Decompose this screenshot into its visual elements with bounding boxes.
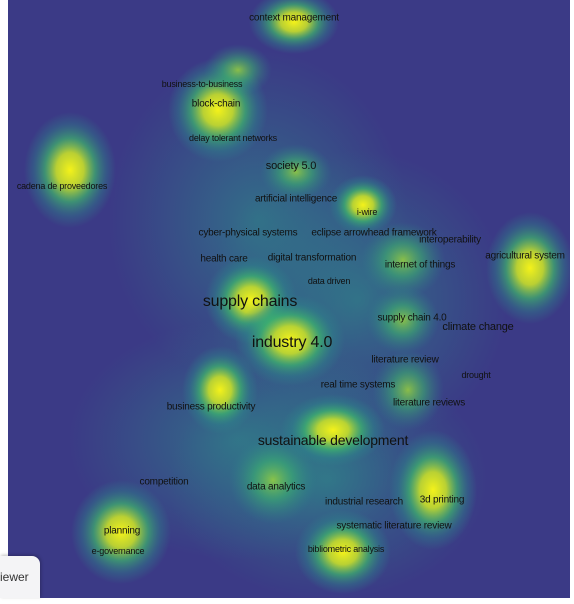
density-blob — [24, 112, 116, 228]
viewer-tab-label: iewer — [0, 570, 29, 584]
term-i-wire[interactable]: i-wire — [356, 207, 378, 217]
density-blob — [361, 222, 445, 298]
term-business-productivity[interactable]: business productivity — [166, 401, 256, 413]
term-context-management[interactable]: context management — [249, 12, 339, 24]
term-bibliometric-analysis[interactable]: bibliometric analysis — [307, 544, 385, 554]
term-supply-chain-4-0[interactable]: supply chain 4.0 — [377, 312, 447, 324]
term-industry-4-0[interactable]: industry 4.0 — [251, 334, 333, 351]
density-blob — [367, 286, 439, 354]
density-blob — [249, 0, 339, 54]
density-blob — [372, 350, 444, 430]
term-cadena-de-proveedores[interactable]: cadena de proveedores — [16, 181, 108, 191]
term-data-analytics[interactable]: data analytics — [246, 481, 306, 493]
density-blob — [281, 394, 385, 466]
term-literature-review[interactable]: literature review — [371, 354, 439, 366]
term-business-to-business[interactable]: business-to-business — [161, 79, 243, 89]
term-systematic-literature-review[interactable]: systematic literature review — [336, 520, 452, 532]
term-sustainable-development[interactable]: sustainable development — [257, 432, 409, 448]
density-blob — [295, 510, 391, 594]
term-cyber-physical-systems[interactable]: cyber-physical systems — [198, 227, 298, 239]
term-e-governance[interactable]: e-governance — [91, 546, 145, 556]
term-climate-change[interactable]: climate change — [442, 321, 514, 333]
density-map[interactable]: context management business-to-business bl… — [8, 0, 570, 598]
term-delay-tolerant-networks[interactable]: delay tolerant networks — [189, 133, 277, 143]
term-agricultural-system[interactable]: agricultural system — [485, 250, 565, 262]
term-industrial-research[interactable]: industrial research — [325, 496, 403, 508]
term-society-5-0[interactable]: society 5.0 — [265, 160, 317, 172]
density-blob — [260, 144, 332, 200]
density-blob — [204, 44, 272, 96]
term-health-care[interactable]: health care — [200, 253, 248, 265]
density-blob — [389, 430, 477, 550]
density-blob — [182, 346, 258, 434]
term-planning[interactable]: planning — [103, 525, 141, 537]
term-literature-reviews[interactable]: literature reviews — [393, 397, 465, 409]
term-artificial-intelligence[interactable]: artificial intelligence — [254, 193, 338, 205]
density-blob — [329, 175, 397, 235]
term-interoperability[interactable]: interoperability — [419, 234, 481, 246]
density-blob — [71, 480, 171, 584]
density-blob — [229, 436, 317, 524]
term-real-time-systems[interactable]: real time systems — [320, 379, 396, 391]
term-data-driven[interactable]: data driven — [307, 276, 351, 286]
density-layer — [24, 0, 570, 598]
term-block-chain[interactable]: block-chain — [191, 98, 241, 110]
density-blob — [235, 294, 345, 386]
density-blob — [486, 212, 570, 324]
term-competition[interactable]: competition — [139, 476, 189, 488]
term-internet-of-things[interactable]: internet of things — [384, 259, 456, 271]
term-3d-printing[interactable]: 3d printing — [419, 494, 465, 506]
term-eclipse-arrowhead-framework[interactable]: eclipse arrowhead framework — [311, 227, 437, 239]
term-drought[interactable]: drought — [461, 370, 491, 380]
viewer-tab[interactable]: iewer — [0, 556, 40, 598]
term-supply-chains[interactable]: supply chains — [202, 293, 298, 310]
term-digital-transformation[interactable]: digital transformation — [267, 252, 357, 264]
